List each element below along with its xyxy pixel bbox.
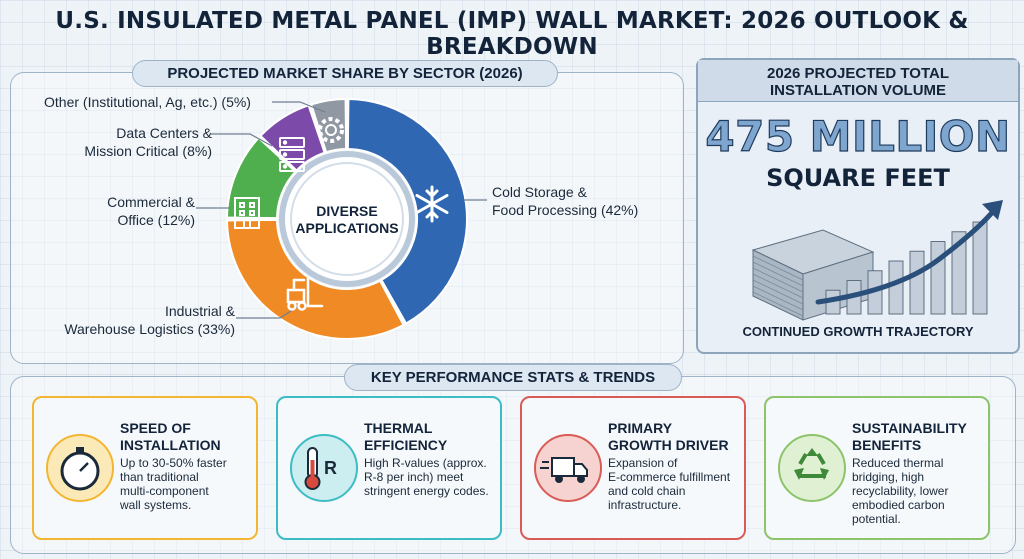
r-value-letter: R (324, 458, 337, 478)
delivery-truck-icon (540, 457, 588, 483)
volume-footer: CONTINUED GROWTH TRAJECTORY (742, 324, 974, 339)
thermometer-icon: R (304, 447, 337, 490)
slice-industrial (225, 218, 405, 340)
volume-unit: SQUARE FEET (766, 164, 950, 192)
card-title: THERMAL EFFICIENCY (364, 420, 448, 453)
label-cold-storage: Cold Storage & Food Processing (42%) (492, 184, 639, 218)
growth-bar (888, 260, 904, 315)
card-title: SPEED OF INSTALLATION (120, 420, 221, 453)
card-icon-circle: R (290, 434, 358, 502)
card-icon-circle (46, 434, 114, 502)
card-thermal-efficiency: R THERMAL EFFICIENCY High R-values (appro… (276, 396, 502, 540)
growth-bar (930, 241, 946, 315)
center-label-line1: DIVERSE (316, 203, 377, 219)
card-body: Expansion of E-commerce fulfillment and co… (608, 456, 731, 512)
stats-heading: KEY PERFORMANCE STATS & TRENDS (344, 364, 682, 391)
growth-arrow-head (982, 200, 1003, 220)
card-title: SUSTAINABILITY BENEFITS (852, 420, 967, 453)
forklift-icon (286, 276, 324, 311)
office-building-icon (234, 197, 260, 229)
snowflake-icon (415, 185, 449, 223)
donut-center-ring (290, 162, 404, 276)
card-title: PRIMARY GROWTH DRIVER (608, 420, 729, 453)
growth-illustration (751, 200, 1003, 321)
card-body: Up to 30-50% faster than traditional multi… (120, 456, 227, 512)
growth-bar (951, 231, 967, 315)
label-other: Other (Institutional, Ag, etc.) (5%) (44, 94, 251, 110)
center-label-line2: APPLICATIONS (295, 220, 398, 236)
growth-bar (909, 250, 925, 315)
label-industrial: Industrial & Warehouse Logistics (33%) (64, 303, 235, 337)
growth-bar (972, 221, 988, 315)
gear-icon (318, 117, 344, 143)
growth-arrow (815, 205, 999, 305)
card-sustainability-benefits: SUSTAINABILITY BENEFITS Reduced thermal br… (764, 396, 990, 540)
card-speed-of-installation: SPEED OF INSTALLATION Up to 30-50% faster… (32, 396, 258, 540)
card-body: High R-values (approx. R-8 per inch) meet… (364, 456, 489, 498)
volume-number: 475 MILLION (705, 111, 1011, 161)
leader-line-other (272, 101, 326, 113)
stopwatch-icon (60, 447, 100, 491)
slice-cold-storage (346, 97, 468, 325)
market-share-heading: PROJECTED MARKET SHARE BY SECTOR (2026) (132, 60, 558, 87)
leader-line-datacenters (210, 133, 273, 147)
card-primary-growth-driver: PRIMARY GROWTH DRIVER Expansion of E-comme… (520, 396, 746, 540)
label-data-centers: Data Centers & Mission Critical (8%) (84, 125, 212, 159)
installation-volume-panel: 2026 PROJECTED TOTAL INSTALLATION VOLUME … (696, 58, 1020, 354)
volume-heading: 2026 PROJECTED TOTAL INSTALLATION VOLUME (698, 60, 1018, 102)
card-icon-circle (534, 434, 602, 502)
recycle-icon (794, 448, 829, 480)
label-commercial: Commercial & Office (12%) (107, 194, 195, 228)
server-icon (279, 137, 305, 172)
card-body: Reduced thermal bridging, high recyclabili… (852, 456, 949, 526)
page-title: U.S. INSULATED METAL PANEL (IMP) WALL MA… (55, 8, 969, 60)
donut-center (279, 151, 415, 287)
card-icon-circle (778, 434, 846, 502)
